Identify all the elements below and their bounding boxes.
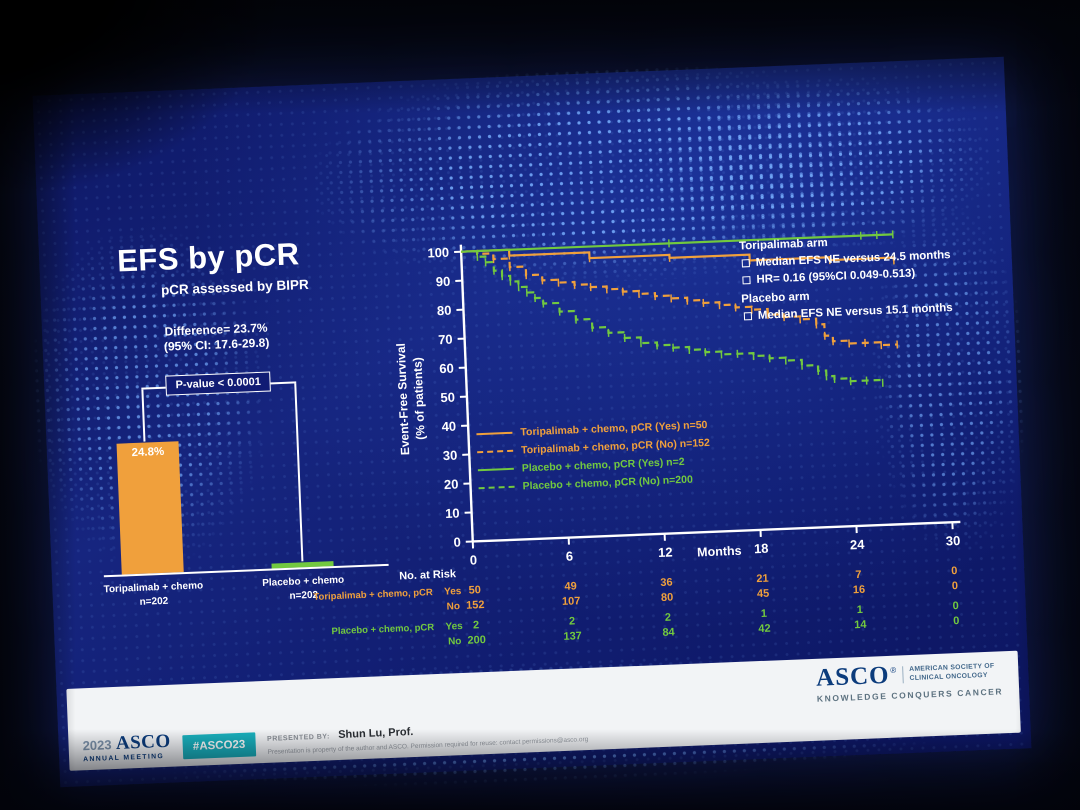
risk-table: No. at Risk Toripalimab + chemo, pCR Yes 50…: [313, 565, 960, 648]
svg-text:14: 14: [854, 619, 868, 632]
svg-text:50: 50: [440, 390, 455, 406]
svg-text:152: 152: [466, 599, 485, 612]
svg-text:0: 0: [951, 565, 958, 577]
survival-curves: [461, 230, 899, 387]
svg-text:Yes: Yes: [444, 586, 462, 598]
svg-text:90: 90: [436, 274, 451, 290]
checkbox-icon: [741, 259, 750, 268]
bar-value-label: 24.8%: [131, 445, 165, 459]
legend-line-sample: [477, 449, 514, 454]
svg-text:2: 2: [665, 612, 672, 624]
svg-text:0: 0: [952, 600, 959, 612]
svg-text:30: 30: [946, 533, 961, 549]
asco-society-name: AMERICAN SOCIETY OF CLINICAL ONCOLOGY: [902, 662, 995, 684]
svg-text:84: 84: [662, 626, 676, 639]
svg-text:Toripalimab + chemo, pCR: Toripalimab + chemo, pCR: [313, 587, 433, 603]
svg-text:107: 107: [562, 595, 581, 608]
annual-meeting-label: ANNUAL MEETING: [83, 753, 165, 764]
legend-item: Toripalimab + chemo, pCR (No) n=152: [477, 437, 710, 458]
registered-mark: ®: [890, 665, 897, 675]
presented-by-label: PRESENTED BY:: [266, 733, 330, 743]
svg-text:1: 1: [761, 608, 768, 620]
svg-text:16: 16: [853, 584, 866, 596]
bar-toripalimab: 24.8%: [116, 440, 184, 575]
checkbox-icon: [743, 312, 753, 321]
svg-text:60: 60: [439, 361, 454, 377]
svg-text:80: 80: [661, 591, 674, 603]
presenter-block: PRESENTED BY: Shun Lu, Prof. Presentatio…: [266, 715, 588, 756]
asco-wordmark: ASCO: [815, 661, 891, 692]
asco-logo: ASCO ® AMERICAN SOCIETY OF CLINICAL ONCO…: [815, 658, 1004, 704]
legend-line-sample: [478, 485, 515, 490]
svg-text:18: 18: [754, 541, 769, 557]
svg-text:100: 100: [427, 245, 449, 261]
svg-text:42: 42: [758, 623, 771, 635]
meeting-asco: ASCO: [115, 730, 172, 754]
svg-text:No. at Risk: No. at Risk: [399, 568, 457, 582]
svg-text:10: 10: [445, 505, 460, 521]
meeting-year: 2023: [82, 737, 112, 754]
svg-text:30: 30: [443, 448, 458, 464]
svg-text:2: 2: [473, 619, 480, 631]
svg-text:200: 200: [467, 634, 486, 647]
km-annotations: Toripalimab arm Median EFS NE versus 24.…: [739, 225, 1000, 325]
svg-text:36: 36: [660, 576, 673, 588]
svg-text:No: No: [448, 636, 462, 648]
svg-text:Event-Free Survival: Event-Free Survival: [394, 343, 412, 456]
legend-line-sample: [476, 431, 513, 436]
svg-text:6: 6: [565, 548, 573, 563]
svg-text:80: 80: [437, 303, 452, 319]
p-value-box: P-value < 0.0001: [165, 371, 272, 396]
svg-text:40: 40: [441, 419, 456, 435]
legend-line-sample: [477, 467, 514, 472]
presentation-slide: EFS by pCR pCR assessed by BIPR Differen…: [26, 55, 1032, 800]
svg-text:0: 0: [453, 534, 461, 549]
bar-label-toripalimab: Toripalimab + chemo n=202: [91, 579, 216, 611]
svg-text:Months: Months: [697, 544, 742, 560]
svg-text:No: No: [446, 601, 460, 613]
svg-text:1: 1: [857, 604, 864, 616]
svg-text:70: 70: [438, 332, 453, 348]
axes: 0 10 20 30 40 50 60 70 80 90 100 0 6 12 18 24 30 Months Ev…: [394, 244, 961, 568]
svg-text:21: 21: [756, 573, 769, 585]
svg-text:7: 7: [855, 569, 862, 581]
legend-item: Placebo + chemo, pCR (Yes) n=2: [477, 455, 711, 476]
svg-text:45: 45: [757, 588, 770, 600]
svg-text:0: 0: [952, 580, 959, 592]
svg-text:50: 50: [468, 584, 481, 596]
svg-text:20: 20: [444, 477, 459, 493]
legend-item: Placebo + chemo, pCR (No) n=200: [478, 473, 711, 494]
annual-meeting-logo: 2023 ASCO ANNUAL MEETING: [82, 730, 172, 764]
presenter-name: Shun Lu, Prof.: [337, 726, 414, 742]
svg-text:12: 12: [658, 544, 673, 560]
svg-text:Placebo + chemo, pCR: Placebo + chemo, pCR: [331, 622, 434, 637]
svg-text:(% of patients): (% of patients): [410, 357, 427, 440]
svg-text:24: 24: [850, 537, 866, 553]
svg-text:0: 0: [953, 615, 960, 627]
svg-text:Yes: Yes: [445, 621, 463, 633]
svg-text:49: 49: [564, 580, 577, 592]
svg-text:0: 0: [470, 552, 478, 567]
hashtag-badge: #ASCO23: [182, 732, 256, 760]
svg-text:2: 2: [569, 615, 576, 627]
svg-text:137: 137: [563, 630, 582, 643]
km-legend: Toripalimab + chemo, pCR (Yes) n=50 Tori…: [476, 419, 712, 500]
checkbox-icon: [742, 276, 751, 285]
